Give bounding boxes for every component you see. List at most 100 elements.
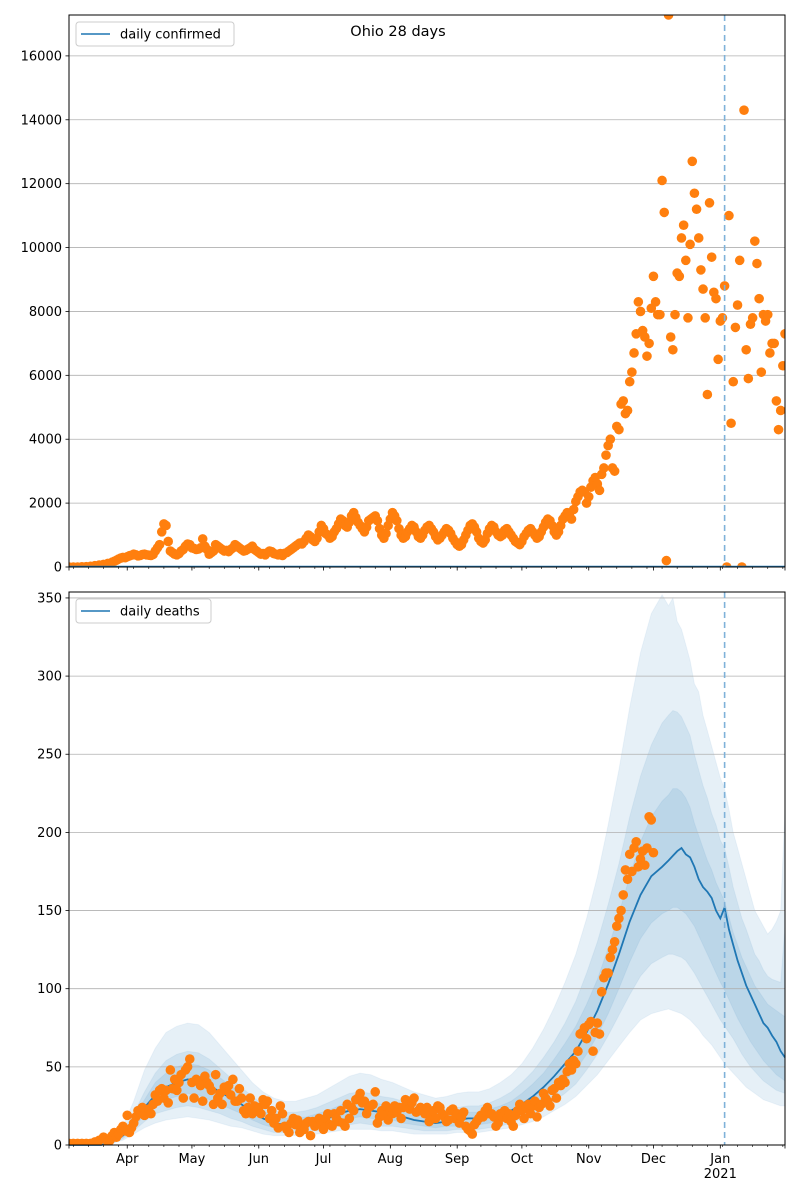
data-point — [622, 405, 633, 416]
data-point — [670, 309, 680, 320]
x-tick-label: Oct — [511, 1152, 533, 1167]
x-tick-label: Aug — [378, 1152, 403, 1167]
chart-title: Ohio 28 days — [350, 24, 445, 40]
x-tick-label: Jul — [315, 1152, 332, 1167]
data-point — [700, 313, 711, 323]
data-point — [726, 418, 736, 429]
deaths-legend-box — [75, 598, 212, 624]
y-tick-label: 250 — [37, 748, 62, 763]
data-point — [163, 1097, 174, 1108]
x-tick-label: Dec — [641, 1152, 666, 1167]
data-point — [678, 220, 689, 230]
data-point — [676, 233, 687, 243]
data-point — [775, 405, 785, 416]
data-point — [609, 466, 620, 476]
data-point — [611, 921, 622, 931]
data-point — [348, 1105, 359, 1116]
data-point — [603, 968, 613, 978]
data-point — [734, 255, 745, 266]
data-point — [728, 376, 739, 387]
data-point — [680, 255, 691, 266]
data-point — [607, 944, 618, 955]
data-point — [381, 528, 391, 539]
data-point — [640, 860, 650, 871]
data-point — [182, 1062, 193, 1072]
data-point — [665, 332, 676, 342]
data-point — [396, 1113, 406, 1124]
data-point — [741, 344, 751, 355]
data-point — [661, 555, 672, 566]
data-point — [614, 424, 624, 435]
data-point — [599, 463, 609, 473]
data-point — [571, 1058, 581, 1069]
y-tick-label: 0 — [54, 1139, 62, 1154]
data-point — [724, 210, 734, 221]
data-point — [372, 515, 383, 526]
data-point — [154, 539, 165, 550]
data-point — [228, 1074, 238, 1085]
data-point — [696, 265, 706, 275]
data-point — [206, 1085, 217, 1096]
data-point — [568, 504, 579, 515]
data-point — [596, 987, 607, 997]
data-point — [614, 913, 624, 924]
y-tick-label: 16000 — [21, 49, 62, 64]
data-point — [629, 348, 639, 358]
data-point — [161, 520, 171, 531]
y-tick-label: 12000 — [21, 177, 62, 192]
data-point — [551, 1093, 562, 1103]
deaths-y-axis: 0 50 100 150 200 250 300 350 — [37, 591, 69, 1154]
data-point — [184, 1054, 195, 1064]
confirmed-legend: daily confirmed — [75, 21, 235, 47]
data-point — [256, 1108, 266, 1119]
data-point — [747, 313, 758, 323]
data-point — [236, 1093, 247, 1103]
data-point — [266, 1105, 277, 1116]
data-point — [657, 175, 667, 186]
y-tick-label: 0 — [54, 561, 62, 576]
x-tick-label: Nov — [576, 1152, 602, 1167]
data-point — [616, 905, 626, 916]
data-point — [592, 1018, 603, 1028]
data-point — [601, 450, 611, 460]
data-point — [717, 313, 728, 323]
y-tick-label: 4000 — [29, 433, 62, 448]
data-point — [275, 1101, 286, 1111]
confirmed-legend-box — [75, 21, 235, 47]
data-point — [217, 1099, 227, 1110]
data-point — [655, 309, 665, 320]
data-point — [172, 1085, 182, 1096]
data-point — [780, 329, 785, 339]
deaths-panel: 0 50 100 150 200 250 300 350 Apr May Jun Jul Aug Sep… — [37, 591, 786, 1182]
data-point — [762, 309, 773, 320]
data-point — [368, 1099, 378, 1110]
data-point — [633, 297, 644, 307]
data-point — [609, 937, 620, 947]
y-tick-label: 100 — [37, 982, 62, 997]
data-point — [146, 1108, 156, 1119]
x-tick-year-label: 2021 — [704, 1167, 737, 1182]
data-point — [458, 1107, 469, 1117]
data-point — [532, 1112, 542, 1122]
data-point — [594, 1029, 605, 1039]
data-point — [618, 396, 629, 406]
data-point — [756, 367, 767, 377]
x-tick-label: Jun — [248, 1152, 269, 1167]
y-tick-label: 200 — [37, 826, 62, 841]
x-tick-label: Jan — [709, 1152, 730, 1167]
data-point — [581, 1033, 592, 1044]
data-point — [687, 156, 698, 167]
data-point — [605, 952, 616, 963]
data-point — [693, 233, 704, 243]
deaths-points — [69, 811, 659, 1145]
data-point — [750, 236, 760, 246]
data-point — [245, 1093, 255, 1103]
data-point — [668, 344, 678, 355]
confirmed-plot-area — [69, 15, 785, 567]
data-point — [409, 1093, 419, 1103]
data-point — [648, 847, 659, 858]
data-point — [674, 271, 685, 282]
data-point — [739, 105, 749, 115]
